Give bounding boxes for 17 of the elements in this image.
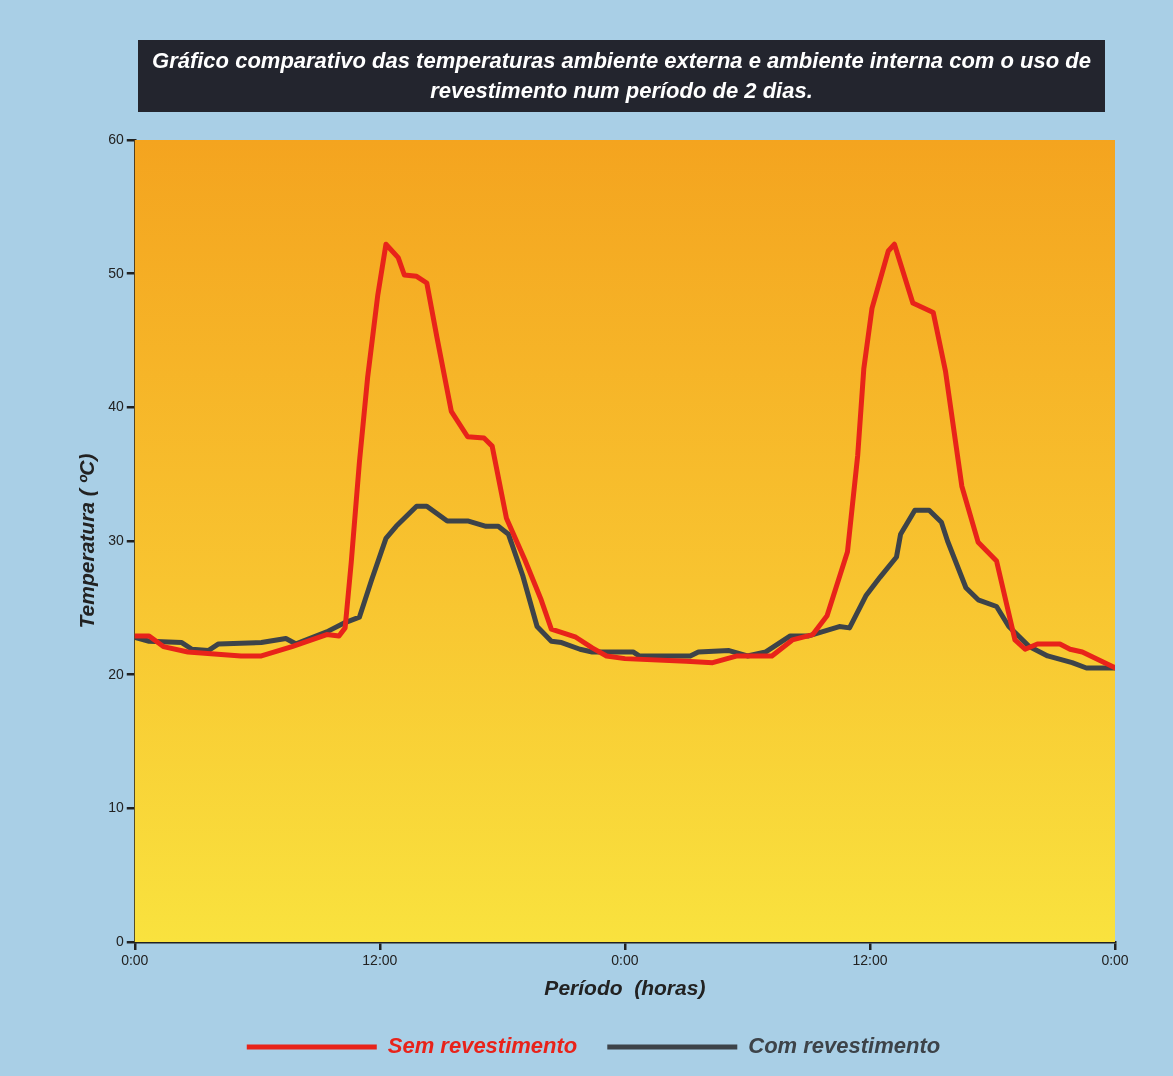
x-tick-label: 12:00 — [852, 952, 888, 969]
y-tick-label: 10 — [108, 799, 124, 816]
x-tick-label: 12:00 — [362, 952, 398, 969]
y-axis-title: Temperatura ( ºC) — [75, 453, 99, 629]
text: Sem revestimento — [387, 1033, 578, 1059]
y-tick-label: 30 — [108, 531, 124, 548]
y-tick-label: 50 — [108, 264, 124, 281]
chart-title: Gráfico comparativo das temperaturas ambiente externa e ambiente interna com o uso de revestimento num período de 2 dias. — [138, 40, 1105, 112]
x-tick-label: 0:00 — [611, 952, 639, 969]
x-tick-label: 0:00 — [121, 952, 149, 969]
y-tick-label: 40 — [108, 398, 124, 415]
y-tick-label: 20 — [108, 665, 124, 682]
y-tick-label: 0 — [115, 932, 124, 949]
x-tick-label: 0:00 — [1101, 952, 1129, 969]
text: Com revestimento — [748, 1033, 941, 1059]
x-axis-title: Período (horas) — [544, 976, 706, 1000]
y-tick-label: 60 — [108, 130, 124, 147]
